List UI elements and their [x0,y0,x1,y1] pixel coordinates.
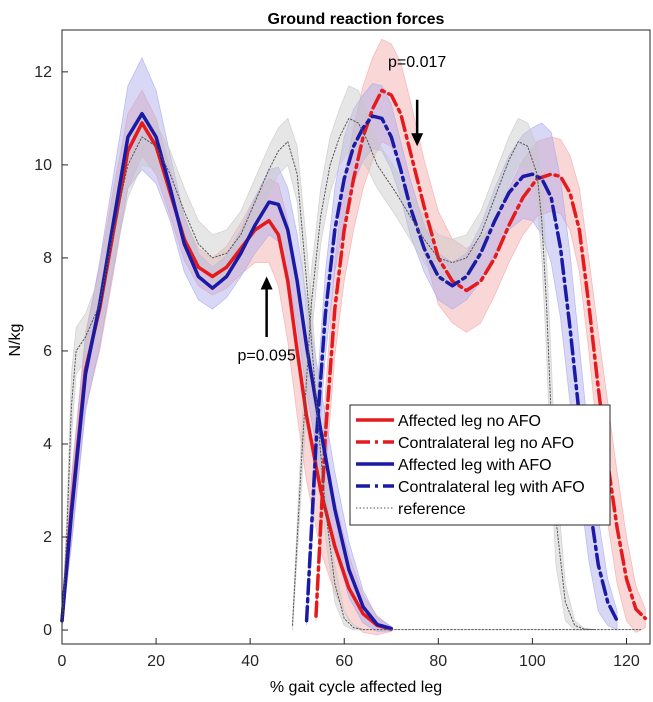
annotation-arrowhead-1 [260,276,273,290]
y-tick-label: 12 [34,64,52,81]
annotations: p=0.017 p=0.095 [237,54,446,364]
annotation-arrowhead-0 [411,133,424,147]
series-line-1 [314,88,648,621]
series-lines [60,88,648,631]
y-axis-label: N/kg [7,324,24,357]
y-tick-label: 6 [43,343,52,360]
x-axis-label: % gait cycle affected leg [270,679,442,696]
legend-label: Affected leg no AFO [398,413,541,430]
annotation-label-0: p=0.017 [388,54,446,71]
axes-frame [61,29,651,645]
y-tick-label: 8 [43,250,52,267]
x-tick-label: 80 [429,653,447,670]
y-tick-label: 0 [43,622,52,639]
x-tick-label: 60 [335,653,353,670]
legend-label: Contralateral leg no AFO [398,435,574,452]
series-line-2 [60,111,394,631]
series-line-3 [304,114,619,623]
y-tick-label: 4 [43,436,52,453]
series-line-4 [61,136,642,631]
x-tick-label: 40 [241,653,259,670]
x-tick-label: 20 [147,653,165,670]
axis-ticks: 0 20 40 60 80 100 120 0 2 4 6 8 10 12 [34,64,640,670]
annotation-label-1: p=0.095 [237,347,295,364]
legend-label: reference [398,501,466,518]
legend: Affected leg no AFO Contralateral leg no … [349,404,611,526]
x-tick-label: 100 [519,653,546,670]
chart-title: Ground reaction forces [268,11,445,28]
y-tick-label: 2 [43,529,52,546]
band-2 [61,56,392,632]
legend-label: Affected leg with AFO [398,457,552,474]
x-tick-label: 120 [613,653,640,670]
y-tick-label: 10 [34,157,52,174]
legend-label: Contralateral leg with AFO [398,479,585,496]
x-tick-label: 0 [58,653,67,670]
